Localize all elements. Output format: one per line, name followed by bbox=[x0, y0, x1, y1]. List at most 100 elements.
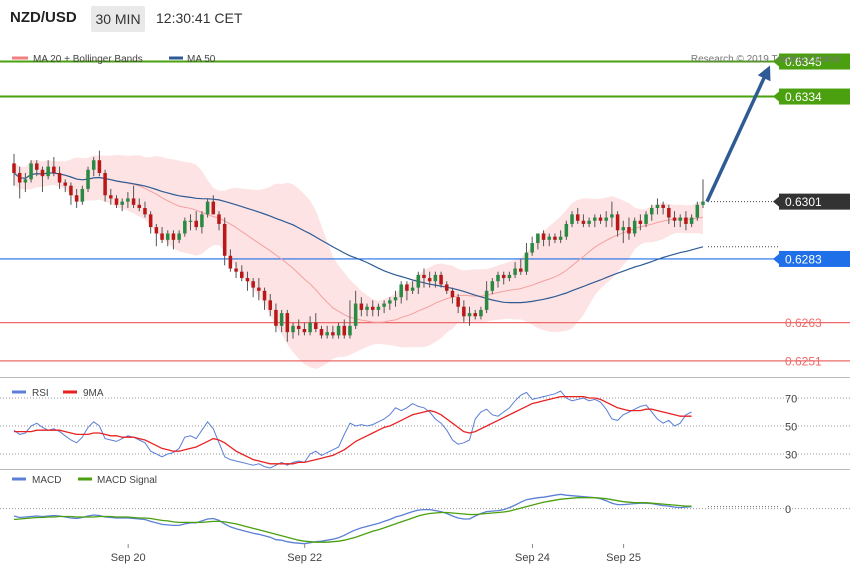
candle-body bbox=[655, 204, 660, 208]
candle bbox=[63, 179, 68, 193]
candle-body bbox=[490, 281, 495, 291]
candle bbox=[325, 325, 329, 339]
candle-body bbox=[114, 198, 119, 205]
price-chart[interactable]: 0.6345 0.6334 0.6301 0.6283 0.6263 0.6251 MA 2… bbox=[0, 38, 850, 378]
candle bbox=[450, 287, 455, 304]
candle bbox=[678, 214, 682, 228]
legend-ma50-label: MA 50 bbox=[187, 54, 216, 65]
candle-body bbox=[177, 233, 181, 240]
candle-body bbox=[171, 233, 176, 240]
candle-body bbox=[684, 217, 688, 224]
candle bbox=[205, 198, 210, 218]
candle bbox=[251, 278, 255, 298]
candle-body bbox=[285, 313, 290, 333]
rsi-chart[interactable]: 70 50 30 RSI 9MA bbox=[0, 380, 850, 470]
candle-body bbox=[109, 195, 113, 199]
candle-body bbox=[63, 182, 68, 186]
candle-body bbox=[308, 322, 312, 333]
candle-body bbox=[234, 268, 238, 272]
target-1-badge-bg bbox=[779, 88, 850, 105]
candle bbox=[171, 230, 176, 250]
current-price-badge-tip bbox=[773, 196, 779, 207]
candle-body bbox=[399, 284, 403, 298]
candle bbox=[120, 198, 124, 212]
candle bbox=[211, 195, 216, 215]
candle bbox=[154, 223, 159, 247]
candle-body bbox=[701, 201, 705, 205]
candle bbox=[399, 281, 403, 304]
candle bbox=[695, 201, 700, 221]
candle-body bbox=[120, 201, 124, 205]
candle-body bbox=[137, 204, 142, 208]
candle-body bbox=[52, 166, 56, 173]
candle bbox=[496, 271, 500, 288]
candle-body bbox=[473, 313, 477, 317]
candle-body bbox=[200, 214, 204, 228]
candle bbox=[308, 316, 312, 336]
candle bbox=[240, 265, 244, 282]
candle-body bbox=[530, 243, 534, 253]
candle bbox=[467, 306, 472, 326]
candle-body bbox=[575, 214, 580, 221]
candle bbox=[587, 217, 591, 228]
candle-body bbox=[365, 306, 369, 310]
candle-body bbox=[382, 303, 386, 307]
candle-body bbox=[689, 217, 694, 224]
candle-body bbox=[222, 223, 227, 256]
candle-body bbox=[336, 325, 341, 336]
legend-9ma-label: 9MA bbox=[83, 388, 104, 399]
candle-body bbox=[507, 274, 512, 279]
candle bbox=[376, 303, 381, 317]
candle-body bbox=[462, 306, 466, 317]
candle-body bbox=[610, 214, 614, 218]
candle-body bbox=[519, 268, 523, 272]
candle bbox=[644, 211, 648, 228]
x-tick-label: Sep 22 bbox=[287, 552, 322, 564]
candle-body bbox=[148, 214, 153, 228]
candle bbox=[57, 166, 62, 189]
candle-body bbox=[410, 287, 415, 291]
candle-body bbox=[205, 201, 210, 215]
candle bbox=[262, 287, 267, 310]
candle bbox=[336, 322, 341, 339]
candle-body bbox=[74, 195, 79, 202]
candle bbox=[610, 201, 614, 228]
macd-chart[interactable]: 0 MACD MACD Signal Sep 20 Sep 22 Sep 24 Sep 25 bbox=[0, 470, 850, 576]
candle-body bbox=[376, 306, 381, 310]
candle-body bbox=[194, 220, 198, 228]
candle-body bbox=[621, 227, 626, 231]
candle-body bbox=[388, 300, 392, 304]
candle bbox=[444, 281, 449, 294]
candle-body bbox=[570, 214, 574, 224]
candle bbox=[160, 227, 164, 244]
pivot-badge: 0.6283 bbox=[785, 252, 822, 266]
candle-body bbox=[558, 236, 563, 240]
candle-body bbox=[456, 297, 460, 307]
target-2-badge-tip bbox=[773, 56, 779, 67]
candle-body bbox=[513, 268, 517, 275]
timeframe-badge[interactable]: 30 MIN bbox=[91, 6, 145, 32]
projection-arrow-head bbox=[757, 65, 771, 82]
candle-body bbox=[564, 223, 569, 237]
candle bbox=[17, 166, 22, 199]
candle bbox=[143, 201, 147, 218]
candle bbox=[177, 230, 181, 244]
candle bbox=[228, 249, 233, 272]
candle-body bbox=[353, 303, 358, 326]
candle-body bbox=[228, 255, 233, 269]
rsi-9ma-line bbox=[14, 395, 692, 465]
candle bbox=[365, 303, 369, 317]
candle-body bbox=[632, 220, 637, 234]
candle-body bbox=[416, 274, 421, 288]
candle bbox=[581, 214, 586, 228]
candle-body bbox=[695, 204, 700, 218]
candle-body bbox=[649, 208, 654, 215]
candle bbox=[598, 214, 603, 224]
candle-body bbox=[598, 217, 603, 221]
candle-body bbox=[615, 214, 620, 231]
candle-body bbox=[501, 274, 506, 279]
candle-body bbox=[245, 278, 250, 282]
candle-body bbox=[325, 332, 329, 336]
candle-body bbox=[257, 287, 261, 291]
candle bbox=[536, 233, 540, 250]
